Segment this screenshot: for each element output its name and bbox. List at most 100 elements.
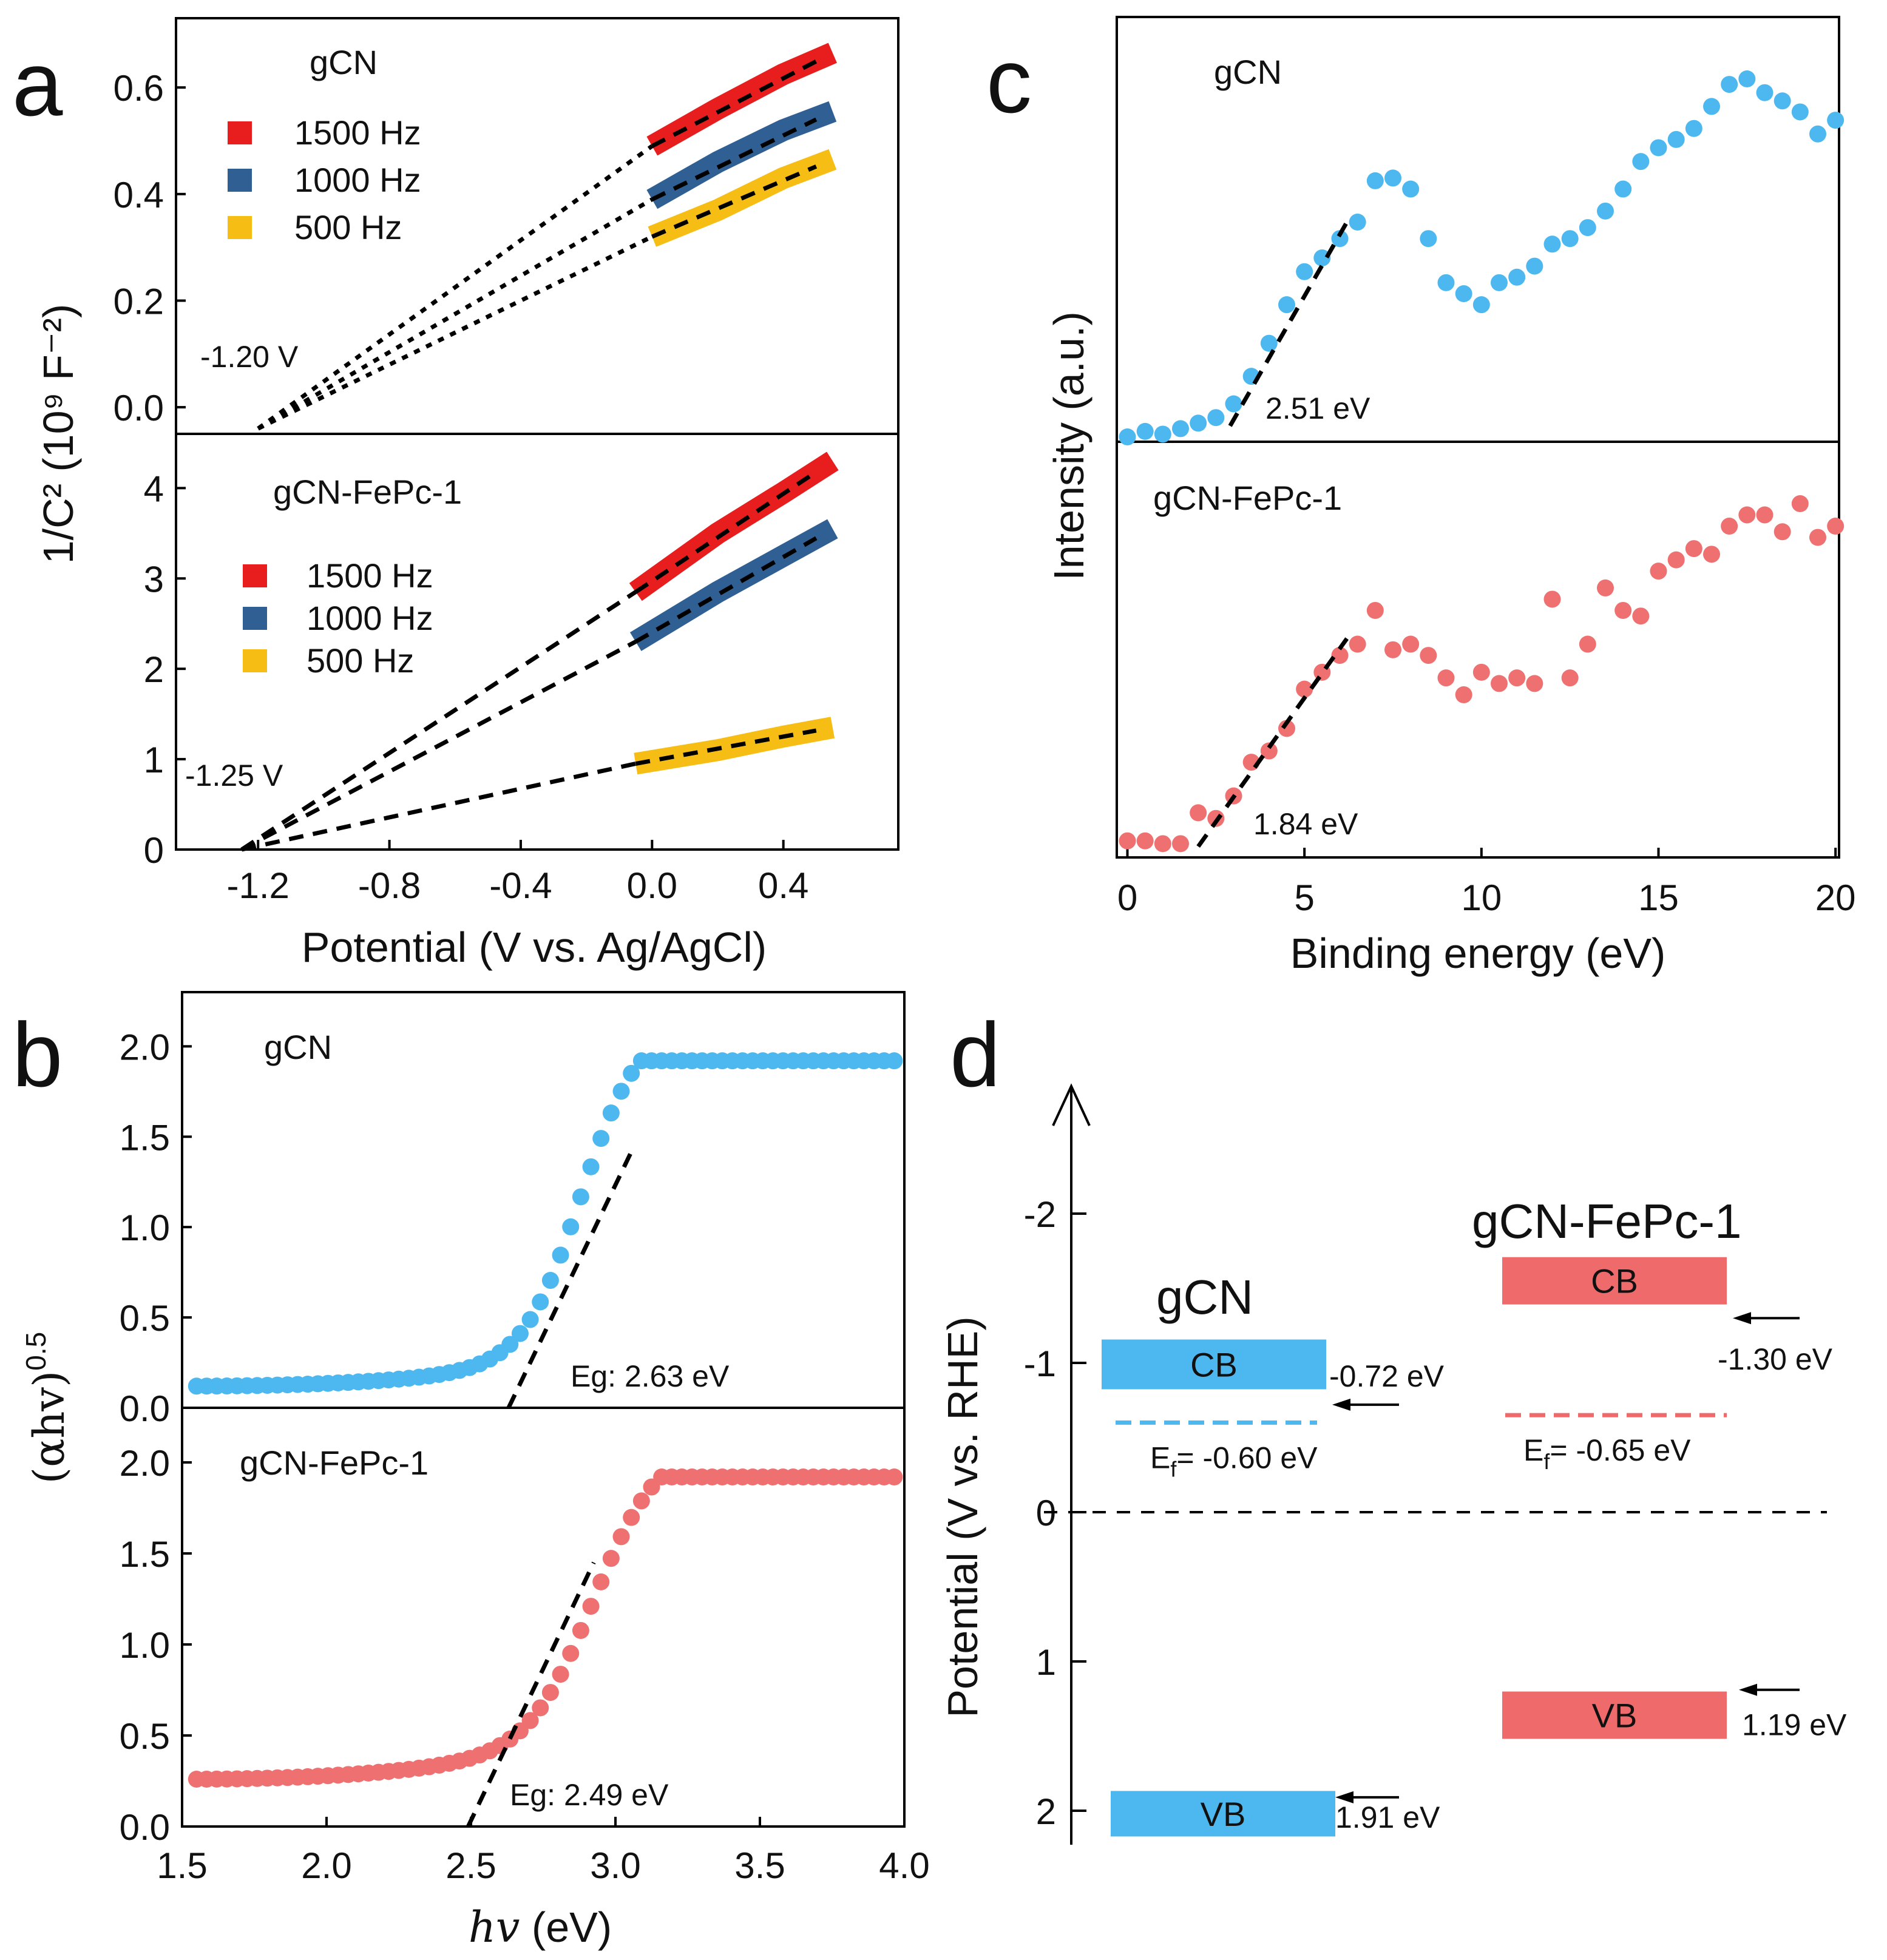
panel-a-top-legend: 1500 Hz 1000 Hz 500 Hz (228, 113, 421, 246)
data-point (592, 1573, 610, 1590)
panel-b-x-label-unit: (eV) (520, 1904, 612, 1951)
data-point (1154, 425, 1171, 443)
data-point (886, 1468, 903, 1485)
data-point (1491, 274, 1508, 291)
x-tick-label: 3.5 (734, 1845, 785, 1886)
data-point (886, 1052, 903, 1070)
data-point (1774, 92, 1791, 110)
data-point (1119, 832, 1136, 850)
x-tick-label: 0.4 (758, 865, 808, 906)
panel-a-top-intercept-label: -1.20 V (200, 340, 299, 374)
x-tick-label: 0.0 (627, 865, 677, 906)
panel-a-y-label: 1/C² (10⁹ F⁻²) (35, 304, 82, 564)
data-point (521, 1311, 539, 1328)
data-point (1278, 720, 1295, 737)
panel-c-top-marks (1119, 70, 1845, 445)
legend-swatch-500 (228, 216, 252, 239)
legend-label-1000: 1000 Hz (294, 161, 421, 199)
gcn-cb-value: -0.72 eV (1329, 1359, 1445, 1393)
ef-subscript: f (1170, 1456, 1177, 1481)
panel-c-bottom-frame (1116, 441, 1840, 859)
fepc-vb-band (1502, 1691, 1727, 1739)
panel-a-bottom-axes: 0 1 2 3 4 (144, 468, 186, 871)
x-tick-label: -0.4 (489, 865, 552, 906)
panel-b-bottom-annotation: Eg: 2.49 eV (510, 1778, 669, 1812)
fit-line-1500hz (651, 59, 818, 148)
panel-b-letter: b (12, 1004, 63, 1106)
data-point (1703, 546, 1720, 563)
data-point (541, 1272, 559, 1289)
panel-a-bottom-marks (240, 451, 839, 852)
y-tick-label: 0.6 (113, 68, 164, 109)
data-point (1278, 296, 1295, 314)
data-point (1260, 334, 1278, 352)
x-tick-label: 4.0 (879, 1845, 929, 1886)
data-point (1632, 607, 1650, 625)
data-point (1402, 180, 1420, 198)
data-point (582, 1598, 600, 1615)
data-point (1827, 112, 1845, 129)
data-point (1597, 579, 1614, 596)
arrow-head (1332, 1398, 1350, 1411)
y-tick-label: 1.0 (120, 1208, 170, 1248)
extrapolation-line-1500hz (257, 144, 654, 431)
x-tick-label: 20 (1815, 877, 1856, 918)
data-point (532, 1293, 549, 1311)
data-point (511, 1325, 529, 1342)
data-point (1756, 84, 1774, 101)
panel-b-x-label: hv (eV) (469, 1902, 612, 1952)
extrapolation-line-500hz (257, 234, 653, 431)
panel-c-vb-xps: c 0 5 10 15 20 Binding energy (eV) Intensity… (986, 16, 1856, 977)
ef-symbol: E (1523, 1433, 1543, 1467)
panel-b-y-label: (αhv)0.5 (20, 1332, 74, 1484)
data-point (1738, 70, 1756, 87)
data-point (1472, 663, 1490, 681)
data-point (1721, 518, 1738, 535)
data-point (501, 1336, 519, 1353)
gcn-cb-band-label: CB (1190, 1345, 1238, 1384)
data-point (552, 1666, 569, 1683)
data-point (1508, 268, 1526, 286)
fepc-vb-band-label: VB (1592, 1697, 1638, 1735)
data-point (1296, 263, 1313, 280)
data-point (1172, 835, 1189, 853)
data-point (1508, 669, 1526, 687)
onset-line (1228, 221, 1349, 427)
y-tick-label: 1.0 (120, 1625, 170, 1666)
panel-b-x-label-symbol: hv (469, 1902, 520, 1952)
panel-a-top-axes: 0.0 0.2 0.4 0.6 (113, 68, 186, 428)
legend-swatch-1000 (243, 607, 267, 630)
data-point (1190, 414, 1207, 432)
y-tick-label: 0.0 (113, 388, 164, 428)
y-tick-label: 0.4 (113, 175, 164, 215)
x-tick-label: 5 (1294, 877, 1314, 918)
legend-label-1000: 1000 Hz (307, 599, 433, 637)
data-point (1207, 409, 1225, 427)
data-point (1420, 647, 1437, 664)
x-tick-label: 3.0 (590, 1845, 640, 1886)
gcn-cb-band (1102, 1339, 1326, 1390)
y-tick-label: 3 (144, 559, 164, 600)
gcn-vb-band-label: VB (1201, 1795, 1246, 1833)
data-point (612, 1528, 630, 1546)
fepc-fermi-label: Ef= -0.65 eV (1523, 1433, 1691, 1474)
data-point (1614, 601, 1632, 619)
data-point (1561, 669, 1579, 687)
legend-swatch-1500 (228, 121, 252, 144)
x-tick-label: 2.5 (445, 1845, 496, 1886)
x-tick-label: 10 (1461, 877, 1502, 918)
data-point (1774, 523, 1791, 541)
data-point (1614, 180, 1632, 198)
fit-line-1500hz (634, 470, 818, 594)
data-point (1331, 647, 1349, 664)
panel-c-bottom-annotation: 1.84 eV (1253, 807, 1358, 841)
panel-b-bottom-marks (188, 1468, 903, 1828)
fepc-cb-band (1502, 1257, 1727, 1305)
data-point (623, 1064, 640, 1082)
data-point (541, 1684, 559, 1701)
data-point (1154, 835, 1171, 853)
arrow-head (1739, 1683, 1757, 1696)
y-tick-label: 4 (144, 468, 164, 509)
x-tick-label: 2.0 (301, 1845, 351, 1886)
